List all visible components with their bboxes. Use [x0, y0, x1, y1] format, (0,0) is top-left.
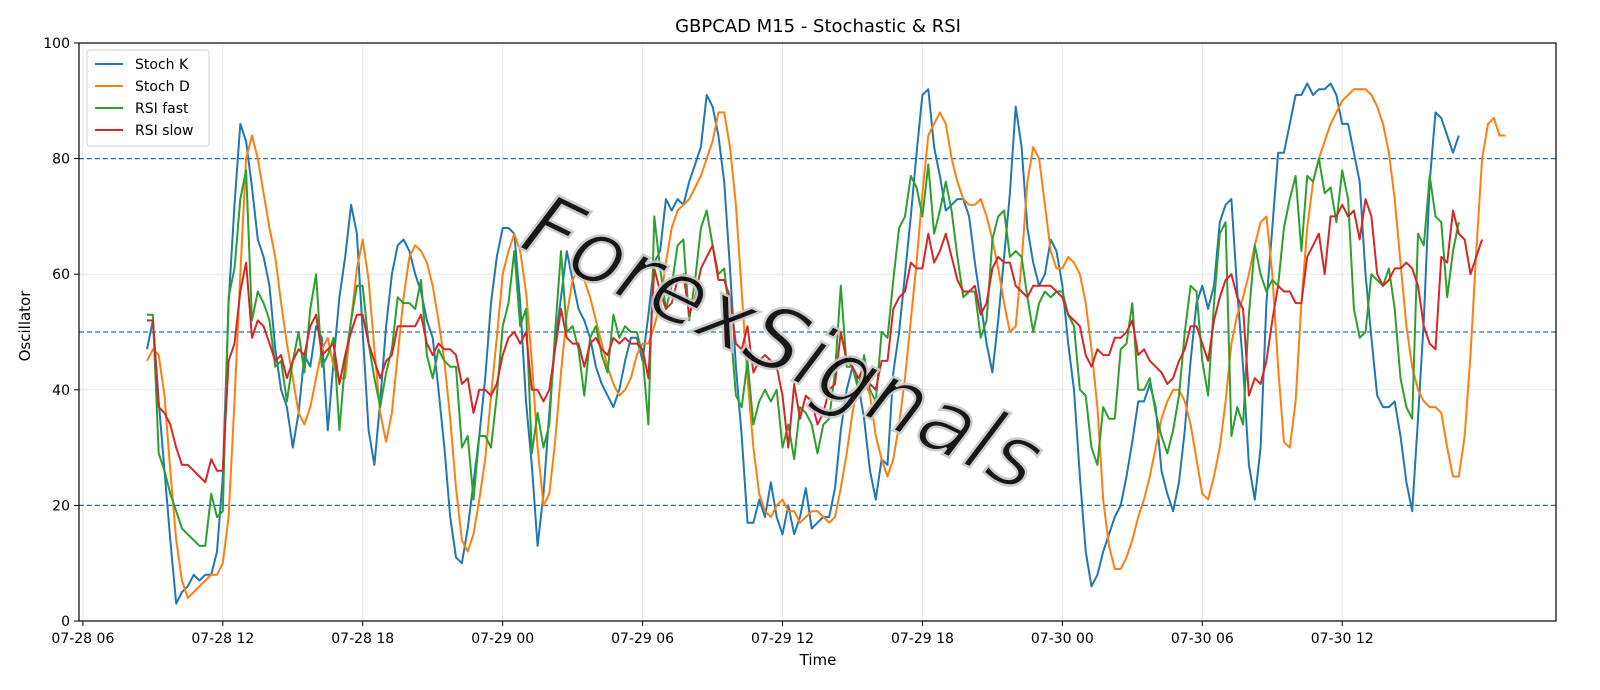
series-line-stoch-k [146, 82, 1460, 605]
y-tick-label: 0 [61, 614, 70, 630]
chart-title: GBPCAD M15 - Stochastic & RSI [675, 16, 961, 37]
y-tick-label: 80 [52, 152, 70, 168]
series-layer [146, 82, 1506, 605]
y-tick-label: 20 [52, 498, 70, 514]
legend-box [86, 49, 210, 147]
legend-label-rsi-fast: RSI fast [135, 101, 189, 117]
y-axis-label: Oscillator [16, 290, 34, 362]
legend-label-stoch-k: Stoch K [135, 57, 189, 73]
y-tick-label: 40 [52, 383, 70, 399]
reference-lines [79, 157, 1556, 507]
y-tick-label: 60 [52, 267, 70, 283]
legend: Stoch K Stoch D RSI fast RSI slow [86, 49, 210, 147]
x-tick-label: 07-30 00 [1031, 631, 1094, 647]
x-tick-label: 07-30 12 [1311, 631, 1374, 647]
x-tick-label: 07-29 06 [611, 631, 674, 647]
plot-frame [78, 42, 1557, 622]
x-axis-label: Time [799, 651, 837, 669]
series-line-rsi-slow [147, 198, 1484, 484]
x-tick-label: 07-29 00 [471, 631, 534, 647]
x-tick-label: 07-30 06 [1171, 631, 1234, 647]
x-tick-label: 07-28 18 [331, 631, 394, 647]
y-tick-label: 100 [43, 36, 70, 52]
x-tick-label: 07-29 12 [751, 631, 814, 647]
series-line-stoch-d [146, 88, 1506, 599]
x-tick-label: 07-29 18 [891, 631, 954, 647]
x-tick-label: 07-28 06 [51, 631, 114, 647]
legend-label-rsi-slow: RSI slow [135, 123, 193, 139]
x-tick-label: 07-28 12 [191, 631, 254, 647]
axis-layer: 0 20 40 60 80 100 07-28 06 07-28 12 07-28 18 07-2… [43, 36, 1373, 647]
legend-label-stoch-d: Stoch D [135, 79, 190, 95]
